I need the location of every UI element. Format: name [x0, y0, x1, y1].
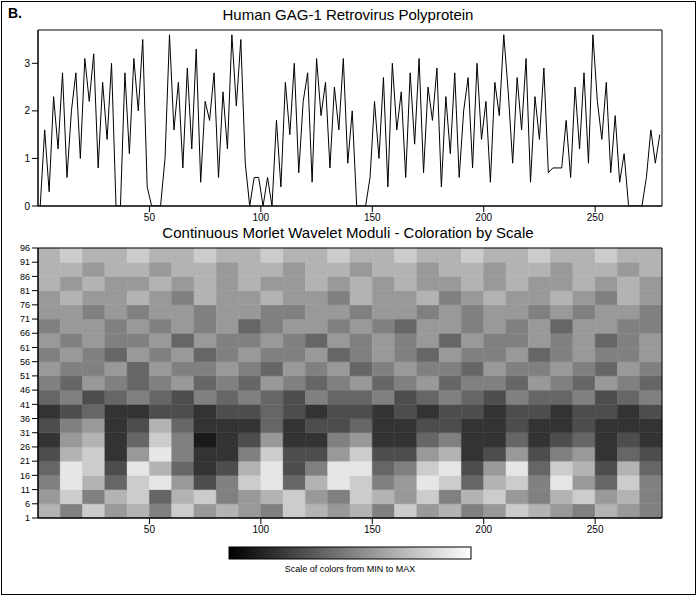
- svg-text:66: 66: [20, 328, 30, 338]
- svg-text:46: 46: [20, 385, 30, 395]
- svg-text:76: 76: [20, 300, 30, 310]
- svg-text:16: 16: [20, 471, 30, 481]
- svg-text:3: 3: [24, 58, 30, 69]
- svg-text:200: 200: [475, 524, 492, 535]
- svg-text:36: 36: [20, 414, 30, 424]
- svg-text:150: 150: [364, 524, 381, 535]
- svg-text:26: 26: [20, 442, 30, 452]
- svg-text:51: 51: [20, 371, 30, 381]
- svg-text:81: 81: [20, 286, 30, 296]
- svg-text:6: 6: [25, 499, 30, 509]
- svg-text:100: 100: [253, 524, 270, 535]
- svg-text:50: 50: [144, 524, 156, 535]
- svg-text:71: 71: [20, 314, 30, 324]
- html-text:Human GAG-1 Retrovirus Polypro: Human GAG-1 Retrovirus Polyprotein: [222, 6, 474, 23]
- svg-text:2: 2: [24, 105, 30, 116]
- svg-text:61: 61: [20, 343, 30, 353]
- html-text:Scale of colors from MIN to MA: Scale of colors from MIN to MAX: [284, 564, 416, 574]
- svg-text:250: 250: [587, 212, 604, 223]
- html-text:B.: B.: [8, 5, 22, 21]
- svg-text:1: 1: [24, 153, 30, 164]
- svg-text:200: 200: [475, 212, 492, 223]
- svg-text:250: 250: [587, 524, 604, 535]
- svg-text:11: 11: [21, 485, 30, 495]
- html-text:Continuous Morlet Wavelet Modu: Continuous Morlet Wavelet Moduli - Color…: [162, 224, 534, 241]
- svg-text:56: 56: [20, 357, 30, 367]
- svg-text:0: 0: [24, 201, 30, 212]
- svg-text:1: 1: [25, 513, 30, 523]
- svg-text:41: 41: [20, 400, 30, 410]
- svg-text:86: 86: [20, 272, 30, 282]
- svg-text:150: 150: [364, 212, 381, 223]
- svg-text:21: 21: [20, 456, 30, 466]
- svg-text:31: 31: [20, 428, 30, 438]
- svg-text:91: 91: [20, 257, 30, 267]
- svg-text:100: 100: [253, 212, 270, 223]
- svg-text:96: 96: [20, 243, 30, 253]
- svg-text:50: 50: [144, 212, 156, 223]
